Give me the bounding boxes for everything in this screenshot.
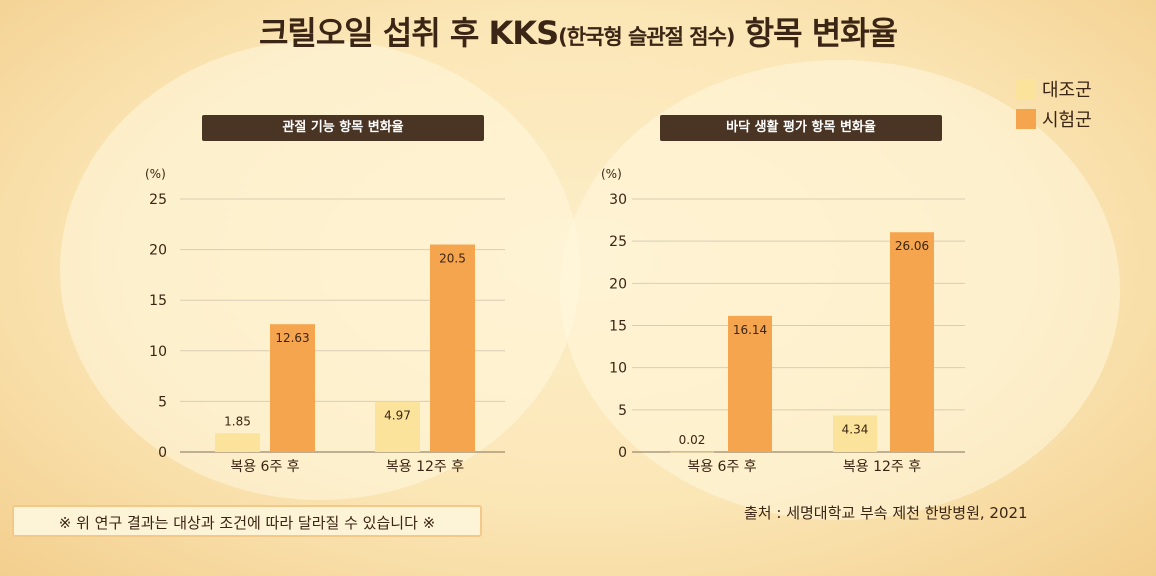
bar-value-label: 12.63: [275, 331, 309, 345]
legend: 대조군 시험군: [1016, 74, 1092, 134]
source-citation: 출처 : 세명대학교 부속 제천 한방병원, 2021: [744, 504, 1028, 522]
legend-label-test: 시험군: [1042, 110, 1092, 131]
x-category-label: 복용 6주 후: [230, 459, 299, 475]
legend-label-control: 대조군: [1042, 80, 1092, 101]
x-category-label: 복용 12주 후: [386, 459, 464, 475]
y-tick-label: 0: [618, 445, 627, 461]
bar-control: [375, 401, 420, 452]
legend-item-test: 시험군: [1016, 104, 1092, 134]
bar-test: [270, 324, 315, 452]
y-tick-label: 30: [609, 192, 627, 208]
y-tick-label: 0: [158, 445, 167, 461]
chart-joint-function: 0 5 10 15 20 25 (%) 1.85 12.63 복용 6주 후 4.97 20.5 복용 …: [145, 167, 505, 475]
bar-value-label: 26.06: [895, 239, 929, 253]
y-unit-label: (%): [145, 167, 166, 181]
bar-value-label: 1.85: [224, 414, 251, 428]
y-tick-label: 10: [609, 361, 627, 377]
chart-1-title: 관절 기능 항목 변화율: [202, 115, 484, 141]
title-main-suffix: 항목 변화율: [734, 14, 898, 52]
y-tick-label: 15: [149, 293, 167, 309]
y-tick-label: 5: [618, 403, 627, 419]
legend-swatch-control: [1016, 79, 1036, 99]
disclaimer-note: ※ 위 연구 결과는 대상과 조건에 따라 달라질 수 있습니다 ※: [12, 505, 482, 537]
chart-floor-life: 0 5 10 15 20 25 30 (%) 0.02 16.14 복용 6주 후 4.34 26.06…: [601, 167, 965, 475]
bar-value-label: 4.97: [384, 409, 411, 423]
bar-value-label: 20.5: [439, 252, 466, 266]
y-tick-label: 25: [149, 192, 167, 208]
y-tick-label: 10: [149, 344, 167, 360]
bar-value-label: 4.34: [842, 422, 869, 436]
x-category-label: 복용 12주 후: [843, 459, 921, 475]
y-tick-label: 20: [149, 243, 167, 259]
y-unit-label: (%): [601, 167, 622, 181]
y-tick-label: 5: [158, 394, 167, 410]
bar-control: [215, 433, 260, 452]
legend-swatch-test: [1016, 109, 1036, 129]
legend-item-control: 대조군: [1016, 74, 1092, 104]
bar-value-label: 0.02: [679, 433, 706, 447]
bar-value-label: 16.14: [733, 323, 767, 337]
bar-control: [833, 415, 877, 452]
x-category-label: 복용 6주 후: [687, 459, 756, 475]
title-parenthetical: (한국형 슬관절 점수): [558, 25, 735, 49]
title-main-prefix: 크릴오일 섭취 후 KKS: [258, 14, 559, 52]
bar-test: [728, 315, 772, 452]
chart-2-title: 바닥 생활 평가 항목 변화율: [660, 115, 942, 141]
bar-test: [430, 244, 475, 452]
y-tick-label: 25: [609, 234, 627, 250]
bar-control: [670, 451, 714, 453]
y-tick-label: 15: [609, 319, 627, 335]
page-title: 크릴오일 섭취 후 KKS(한국형 슬관절 점수) 항목 변화율: [0, 8, 1156, 54]
y-tick-label: 20: [609, 276, 627, 292]
bar-test: [890, 232, 934, 452]
